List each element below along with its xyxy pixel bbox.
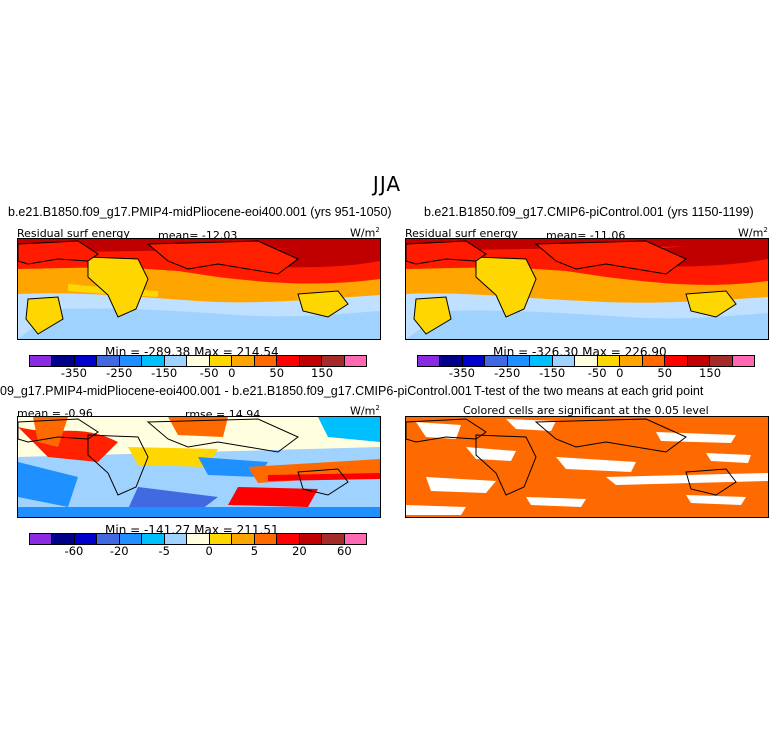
panel3-tick: 20 — [292, 544, 307, 558]
colorbar-box — [620, 356, 643, 366]
colorbar-box — [597, 356, 621, 366]
colorbar-box — [119, 356, 143, 366]
colorbar-box — [142, 534, 165, 544]
panel3-map — [17, 416, 381, 518]
colorbar-box — [507, 356, 531, 366]
colorbar-box — [665, 356, 688, 366]
panel1-tick: -150 — [151, 366, 178, 380]
panel2-tick: 0 — [616, 366, 624, 380]
panel2-tick: -250 — [494, 366, 521, 380]
colorbar-box — [277, 534, 300, 544]
panel1-tick: -250 — [106, 366, 133, 380]
colorbar-box — [710, 356, 733, 366]
colorbar-box — [322, 534, 345, 544]
panel2-tick: 50 — [657, 366, 673, 380]
panel3-tick: -5 — [158, 544, 170, 558]
colorbar-box — [52, 356, 75, 366]
panel2-tick: -50 — [587, 366, 607, 380]
colorbar-box — [30, 356, 53, 366]
panel3-units: W/m2 — [350, 404, 380, 418]
colorbar-box — [462, 356, 486, 366]
colorbar-box — [52, 534, 75, 544]
panel2-colorbar-boxes — [417, 355, 755, 367]
panel3-colorbar — [29, 533, 367, 545]
panel2-colorbar — [417, 355, 755, 367]
colorbar-box — [299, 534, 323, 544]
colorbar-box — [642, 356, 666, 366]
panel1-colorbar-labels: -350 -250 -150 -50 0 50 150 — [29, 366, 367, 380]
colorbar-box — [209, 356, 233, 366]
main-title: JJA — [372, 172, 402, 196]
colorbar-box — [485, 356, 508, 366]
panel2-tick: -150 — [539, 366, 566, 380]
panel3-colorbar-labels: -60 -20 -5 0 5 20 60 — [29, 544, 367, 558]
colorbar-box — [119, 534, 143, 544]
panel2-map — [405, 238, 769, 340]
colorbar-box — [418, 356, 441, 366]
panel1-tick: 50 — [269, 366, 285, 380]
colorbar-box — [440, 356, 463, 366]
panel3-tick: 5 — [250, 544, 259, 558]
panel1-tick: 150 — [311, 366, 334, 380]
colorbar-box — [74, 534, 98, 544]
colorbar-box — [164, 356, 188, 366]
colorbar-box — [575, 356, 598, 366]
colorbar-box — [322, 356, 345, 366]
panel3-tick: 0 — [205, 544, 213, 558]
panel3-colorbar-boxes — [29, 533, 367, 545]
colorbar-box — [187, 534, 210, 544]
panel4-map — [405, 416, 769, 518]
panel2-variable-label: Residual surf energy — [405, 227, 518, 240]
colorbar-box — [299, 356, 323, 366]
panel1-tick: 0 — [228, 366, 236, 380]
panel1-case-title: b.e21.B1850.f09_g17.PMIP4-midPliocene-eo… — [8, 205, 392, 219]
colorbar-box — [344, 356, 367, 366]
colorbar-box — [209, 534, 233, 544]
panel2-units: W/m2 — [738, 226, 768, 240]
panel2-tick: 150 — [699, 366, 722, 380]
colorbar-box — [254, 356, 278, 366]
panel1-tick: -350 — [60, 366, 88, 380]
panel4-subtitle: Colored cells are significant at the 0.0… — [463, 404, 709, 417]
panel4-case-title: T-test of the two means at each grid poi… — [474, 384, 704, 398]
panel2-tick: -350 — [448, 366, 476, 380]
colorbar-box — [97, 356, 120, 366]
panel3-tick: -20 — [109, 544, 129, 558]
panel1-colorbar-boxes — [29, 355, 367, 367]
colorbar-box — [232, 356, 255, 366]
colorbar-box — [142, 356, 165, 366]
panel1-units: W/m2 — [350, 226, 380, 240]
panel3-case-title: 09_g17.PMIP4-midPliocene-eoi400.001 - b.… — [0, 384, 472, 398]
panel1-colorbar — [29, 355, 367, 367]
panel1-map — [17, 238, 381, 340]
colorbar-box — [732, 356, 755, 366]
panel2-case-title: b.e21.B1850.f09_g17.CMIP6-piControl.001 … — [424, 205, 754, 219]
panel3-tick: -60 — [64, 544, 84, 558]
colorbar-box — [187, 356, 210, 366]
colorbar-box — [530, 356, 553, 366]
colorbar-box — [687, 356, 711, 366]
panel3-tick: 60 — [337, 544, 352, 558]
colorbar-box — [254, 534, 278, 544]
panel1-variable-label: Residual surf energy — [17, 227, 130, 240]
colorbar-box — [552, 356, 576, 366]
panel2-colorbar-labels: -350 -250 -150 -50 0 50 150 — [417, 366, 755, 380]
colorbar-box — [74, 356, 98, 366]
colorbar-box — [232, 534, 255, 544]
panel1-tick: -50 — [199, 366, 219, 380]
colorbar-box — [164, 534, 188, 544]
colorbar-box — [277, 356, 300, 366]
colorbar-box — [30, 534, 53, 544]
colorbar-box — [97, 534, 120, 544]
colorbar-box — [344, 534, 367, 544]
